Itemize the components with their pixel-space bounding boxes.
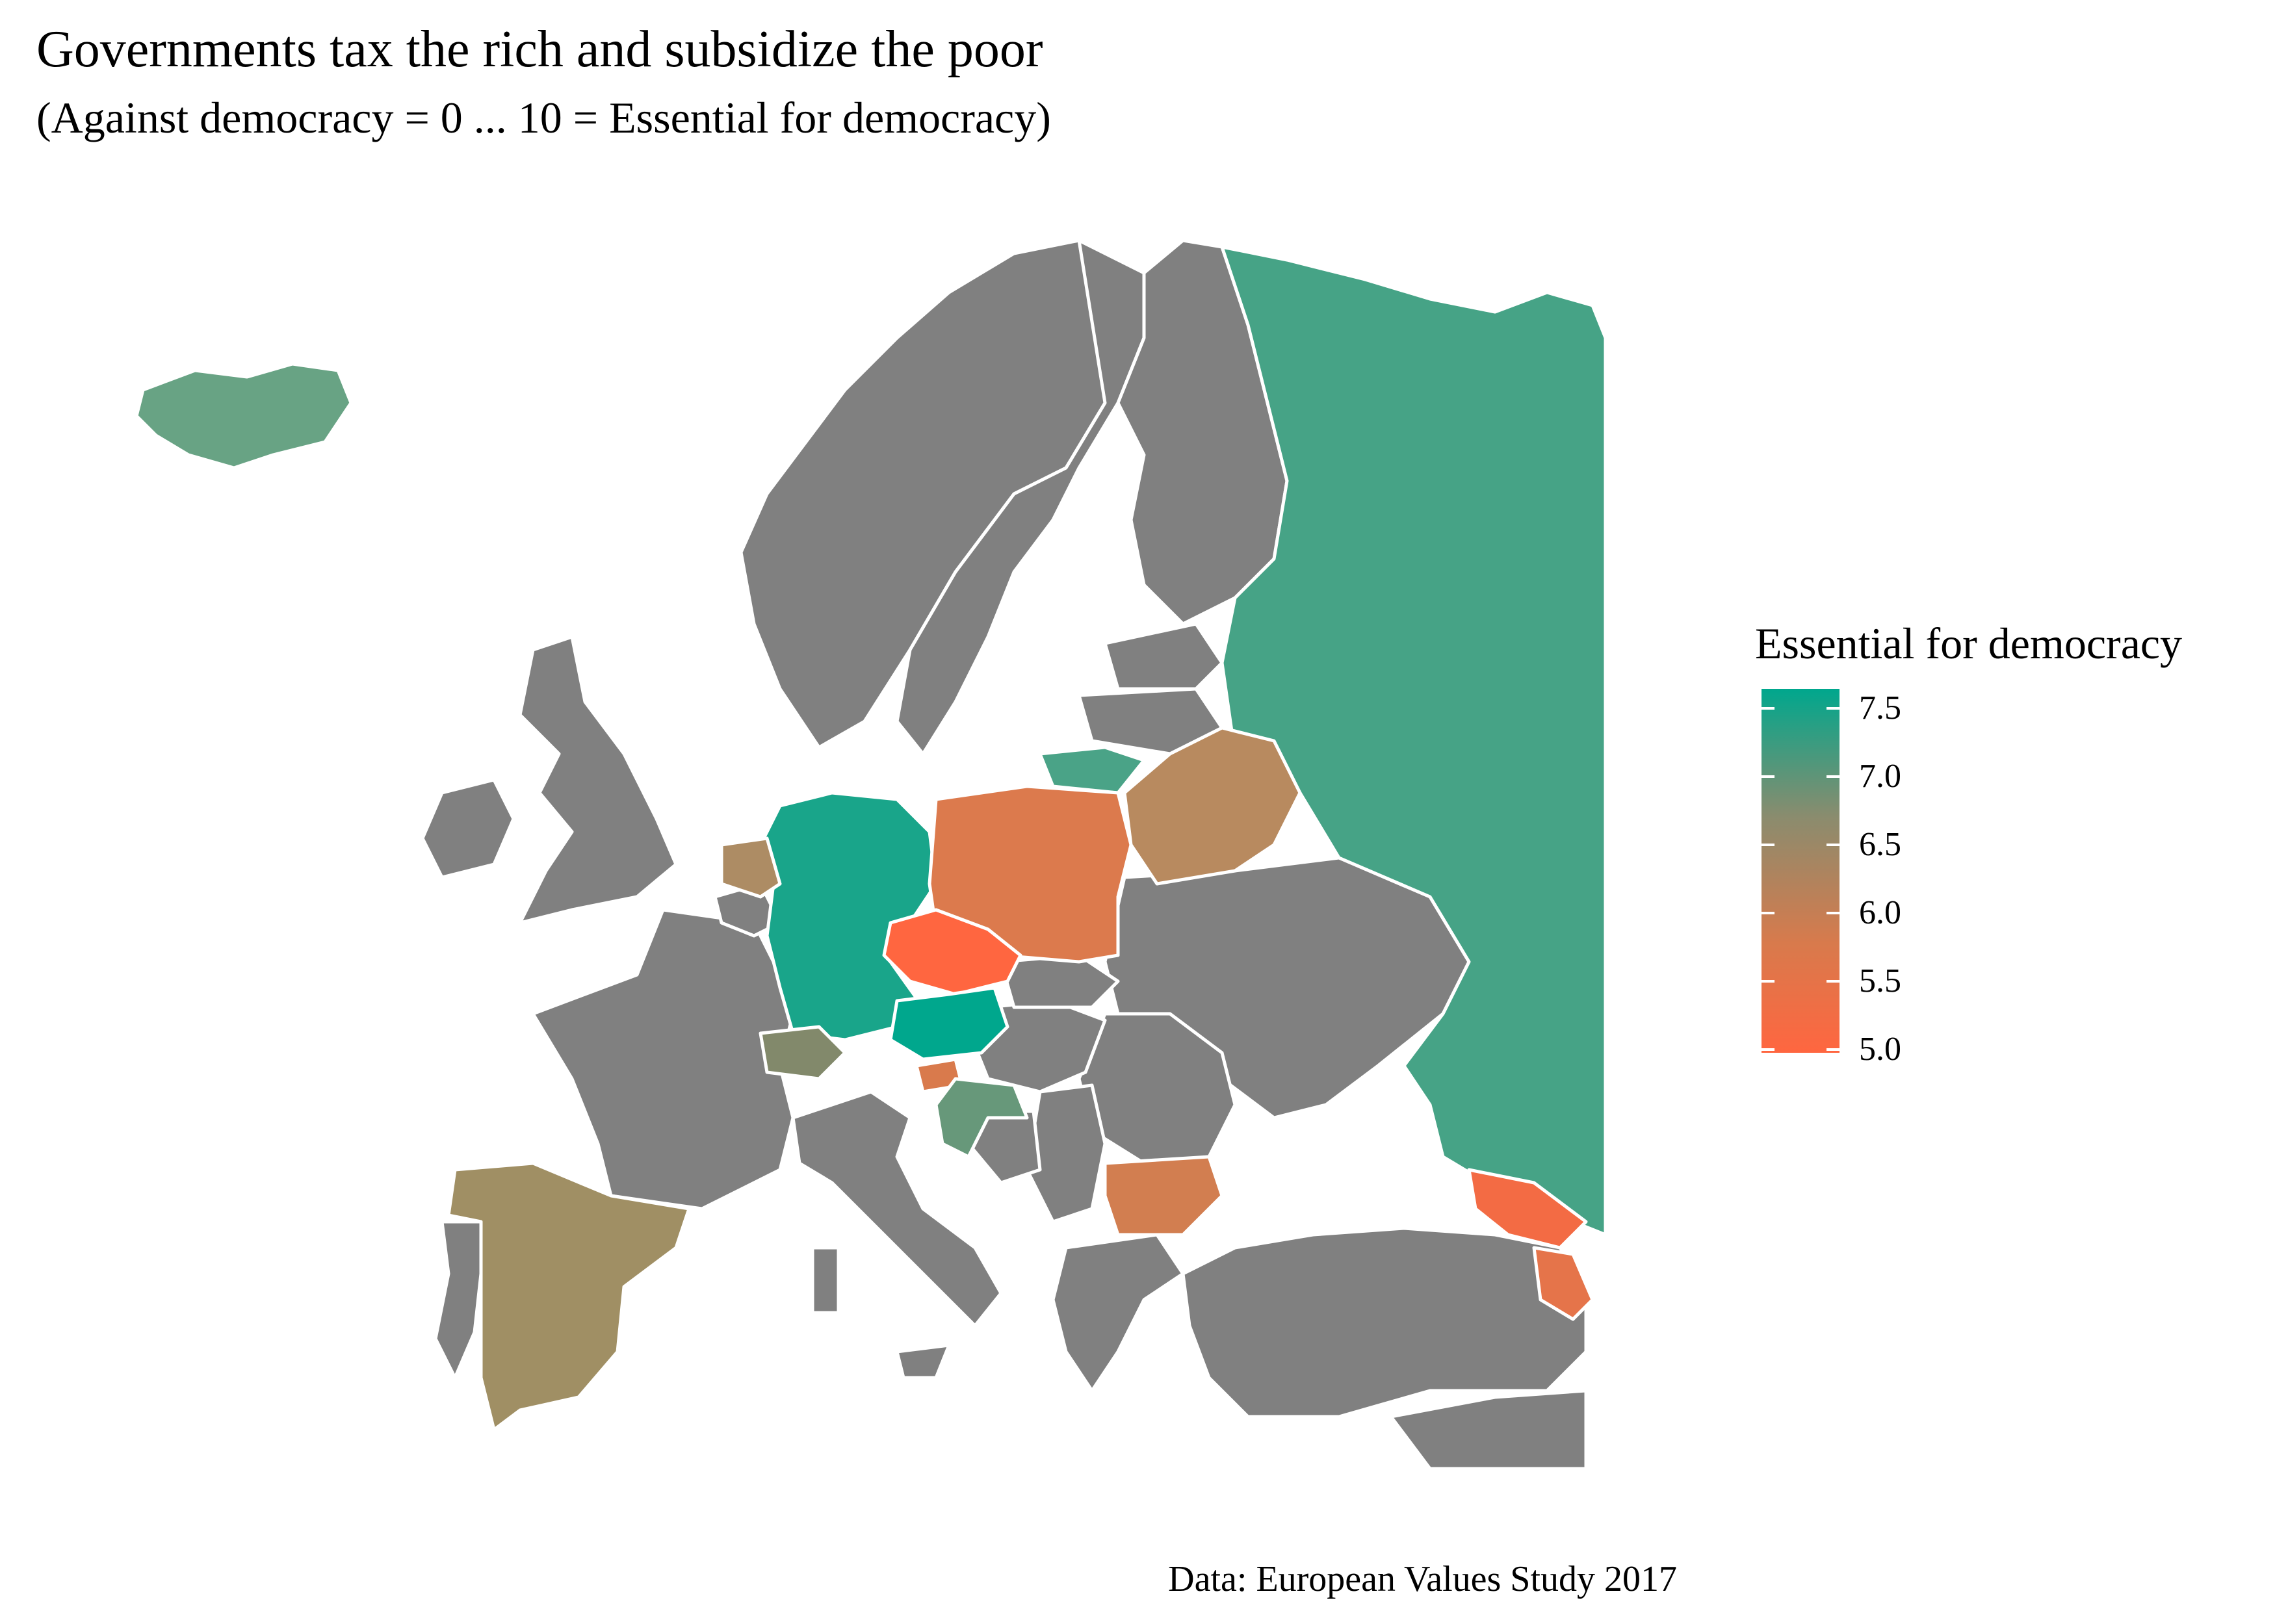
country-estonia [1103, 622, 1224, 691]
country-armenia [1532, 1246, 1594, 1321]
country-sardinia [811, 1246, 840, 1315]
legend-tick-label: 5.0 [1859, 1031, 1901, 1068]
country-uk [518, 635, 678, 925]
legend-tick-label: 5.5 [1859, 962, 1901, 999]
country-turkey [1181, 1226, 1588, 1419]
country-ireland [421, 778, 515, 879]
country-greece [1051, 1233, 1185, 1393]
country-bulgaria [1103, 1155, 1224, 1237]
map-subtitle: (Against democracy = 0 ... 10 = Essentia… [36, 93, 1051, 142]
data-source-caption: Data: European Values Study 2017 [1168, 1559, 1677, 1599]
legend-title: Essential for democracy [1755, 619, 2183, 668]
country-switzerland [759, 1025, 847, 1081]
country-russia [1220, 245, 1607, 1237]
data-countries [135, 245, 1607, 1432]
country-middle-east [1389, 1389, 1588, 1471]
legend-colorbar [1762, 689, 1840, 1053]
country-georgia [1467, 1168, 1588, 1250]
country-sicily [895, 1343, 951, 1380]
legend-tick-label: 6.5 [1859, 826, 1901, 863]
country-iceland [135, 362, 353, 470]
country-italy [791, 1090, 1003, 1328]
legend-tick-label: 7.0 [1859, 758, 1901, 795]
country-lithuania [1038, 745, 1146, 795]
country-belarus [1123, 726, 1302, 886]
country-netherlands [720, 836, 782, 899]
legend-tick-label: 7.5 [1859, 690, 1901, 727]
no-data-countries [421, 238, 1588, 1471]
country-czechia [882, 908, 1022, 996]
country-slovakia [999, 953, 1120, 1009]
country-austria [889, 986, 1009, 1061]
country-croatia [934, 1077, 1029, 1159]
country-spain [447, 1161, 691, 1432]
country-france [531, 908, 795, 1211]
country-portugal [434, 1220, 483, 1380]
map-title: Governments tax the rich and subsidize t… [36, 21, 1043, 78]
legend-tick-label: 6.0 [1859, 894, 1901, 931]
